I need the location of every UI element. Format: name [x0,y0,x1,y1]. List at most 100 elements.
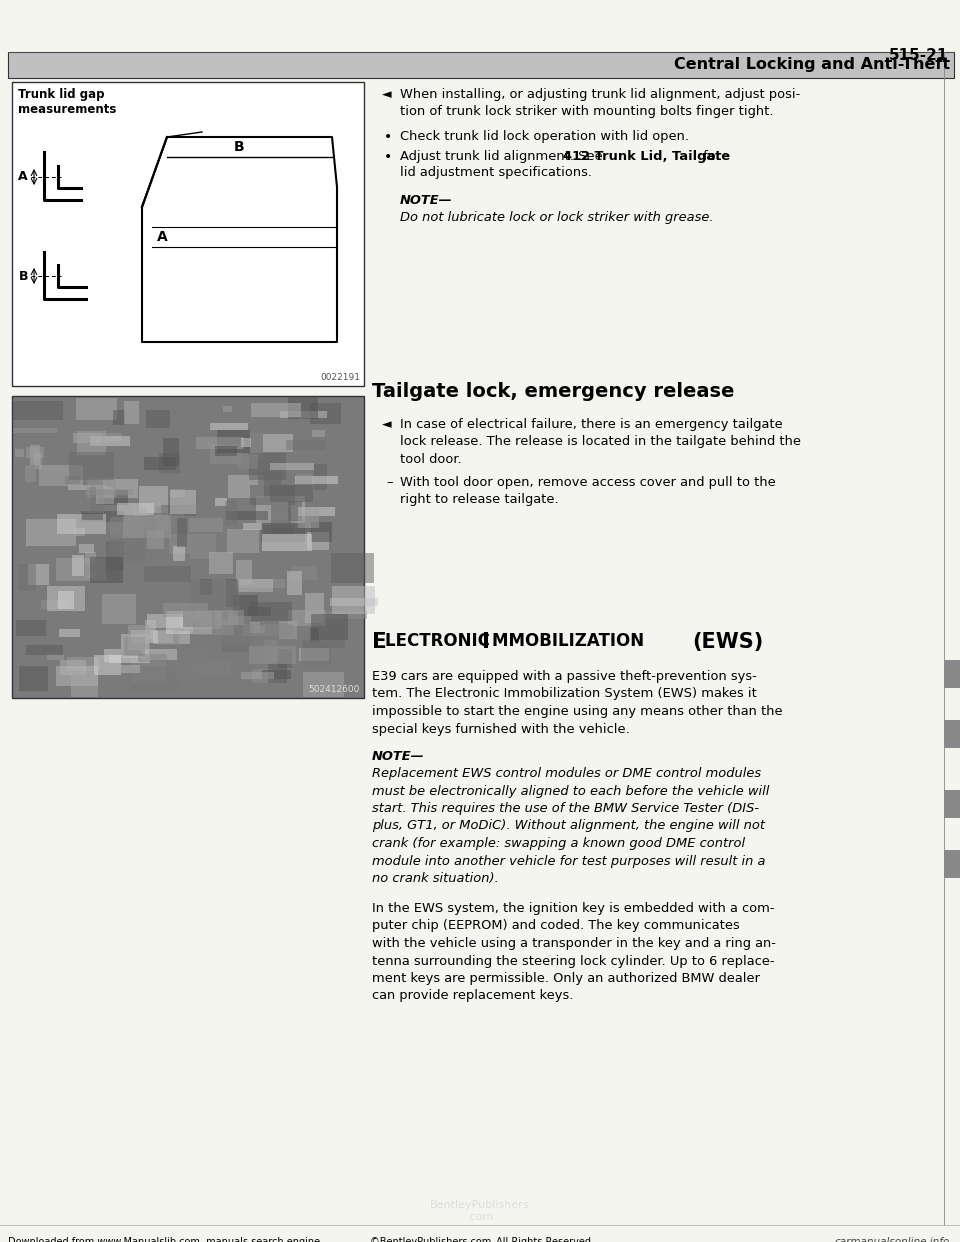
Bar [332,586,374,614]
Bar [222,641,249,652]
Text: NOTE—: NOTE— [400,194,452,207]
Bar [56,558,106,581]
Bar [237,455,257,469]
Bar [228,611,238,625]
Bar [296,474,312,484]
Bar [89,487,105,514]
Bar [233,595,257,616]
Bar [161,504,196,517]
Bar [132,657,166,683]
Bar [86,433,123,441]
Bar [85,553,96,578]
Text: A: A [18,170,28,184]
Bar [117,503,155,515]
Bar [307,532,329,550]
Bar [302,672,345,697]
Bar [87,478,115,498]
Bar [158,453,180,472]
Text: BentleyPublishers
.com: BentleyPublishers .com [430,1200,530,1222]
Bar [141,648,178,660]
Bar [163,602,208,617]
Bar [310,402,341,424]
Bar [252,402,300,417]
Bar [25,466,36,482]
Text: –: – [386,476,393,489]
Bar [101,646,116,653]
Text: Central Locking and Anti-Theft: Central Locking and Anti-Theft [674,57,950,72]
Text: A: A [156,230,167,243]
Bar [271,528,312,533]
Bar [944,660,960,688]
Bar [144,565,191,582]
Bar [12,396,364,698]
Bar [96,487,114,504]
Bar [311,614,348,640]
Bar [299,508,335,517]
Bar [59,591,74,609]
Bar [326,611,367,619]
Bar [8,52,954,78]
Bar [180,611,222,628]
Bar [94,655,121,676]
Bar [329,599,377,606]
Bar [250,646,296,663]
Bar [57,667,98,687]
Bar [944,790,960,818]
Bar [85,489,132,496]
Bar [27,519,76,546]
Bar [226,510,268,519]
Bar [16,621,46,636]
Bar [279,621,297,638]
Bar [13,401,63,420]
Bar [295,476,338,483]
Text: •: • [384,130,393,144]
Bar [241,438,252,447]
Bar [252,626,265,633]
Bar [30,445,40,465]
Bar [68,484,107,489]
Bar [286,440,324,450]
Bar [145,620,156,638]
Bar [261,519,305,543]
Bar [129,625,150,651]
Text: lid adjustment specifications.: lid adjustment specifications. [400,166,592,179]
Bar [39,465,83,486]
Bar [147,529,164,549]
Text: I: I [482,632,490,652]
Bar [210,422,249,430]
Bar [139,486,168,513]
Bar [47,655,64,661]
Text: E: E [372,632,387,652]
Bar [241,672,275,679]
Bar [288,610,326,626]
Bar [41,600,68,609]
Bar [300,645,331,664]
Bar [263,525,296,534]
Text: ◄: ◄ [382,419,392,431]
Text: Adjust trunk lid alignment. See: Adjust trunk lid alignment. See [400,150,607,163]
Bar [190,554,211,559]
Bar [75,528,84,537]
Bar [311,523,331,543]
Bar [228,476,264,498]
Bar [177,518,186,546]
Bar [250,486,296,505]
Bar [73,432,101,443]
Bar [34,453,42,469]
Bar [190,660,230,677]
Bar [210,445,242,463]
Bar [228,529,259,553]
Bar [138,655,167,662]
Bar [257,472,281,486]
Text: •: • [384,150,393,164]
Bar [106,542,125,570]
Bar [72,554,84,576]
Bar [60,628,80,637]
Bar [112,410,126,425]
Bar [82,513,103,519]
Bar [249,607,271,616]
Bar [12,82,364,386]
Bar [303,640,345,647]
Bar [249,453,286,479]
Bar [237,579,285,587]
